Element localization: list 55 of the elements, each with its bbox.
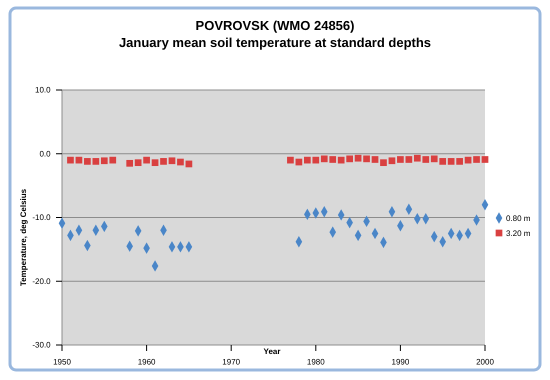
point [329,156,336,163]
point [287,156,294,164]
point [464,156,472,164]
chart-title: POVROVSK (WMO 24856) [196,18,354,33]
point [456,158,463,165]
chart-subtitle: January mean soil temperature at standard depths [118,35,432,50]
x-tick-label: 1980 [306,357,326,366]
x-tick-label: 1960 [138,357,156,366]
point [430,155,438,162]
point [143,156,150,164]
y-tick-label: 0.0 [39,149,52,158]
point [152,159,158,166]
x-tick-label: 2000 [476,357,494,366]
point [312,156,320,164]
point [160,158,167,165]
y-axis-title: Temperature, deg Celsius [19,188,28,286]
point [84,158,91,165]
y-tick-label: -10.0 [32,213,52,222]
point [414,154,421,162]
point [177,158,184,166]
point [422,156,430,163]
point [338,156,345,164]
point [482,156,488,163]
point [304,156,311,164]
point [76,156,82,164]
point [109,156,116,164]
x-tick-label: 1950 [53,357,72,366]
x-tick-label: 1970 [222,357,241,366]
point [296,158,302,166]
point [100,157,108,164]
point [186,160,192,168]
x-axis-title: Year [264,347,280,356]
legend-label: 3.20 m [506,229,531,238]
point [320,155,328,162]
point [67,156,74,164]
point [168,157,176,164]
point [363,155,370,162]
point [397,156,404,163]
point [380,159,387,166]
point [134,159,142,166]
y-tick-label: -20.0 [32,276,52,286]
point [473,156,480,163]
y-tick-label: -30.0 [32,340,52,350]
point [448,158,455,165]
point [354,154,362,162]
point [92,158,100,165]
point [406,156,412,163]
y-tick-label: 10.0 [35,86,52,95]
legend-label: 0.80 m [506,214,531,223]
point [372,156,378,163]
point [439,158,446,165]
point [346,155,353,162]
x-tick-label: 1990 [392,357,410,366]
point [388,157,396,164]
point [126,160,134,167]
